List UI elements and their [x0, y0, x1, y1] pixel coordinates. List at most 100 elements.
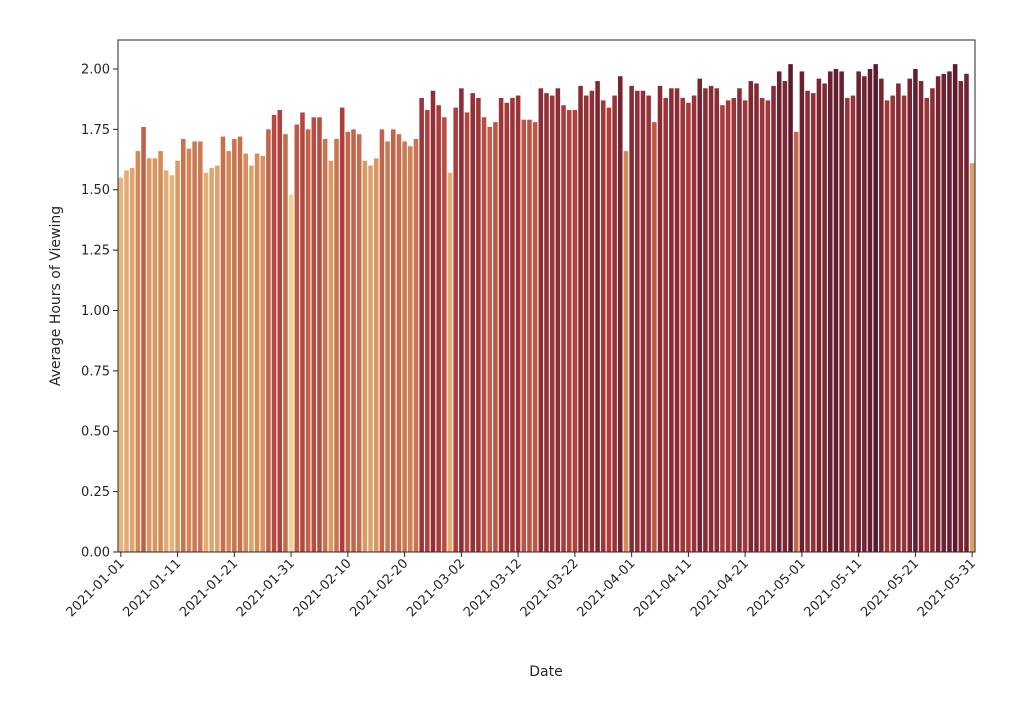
bar	[776, 71, 782, 553]
bar	[300, 112, 305, 552]
bar	[549, 95, 555, 553]
bar	[385, 141, 390, 552]
y-tick-label: 0.75	[81, 364, 110, 379]
bar	[351, 129, 356, 553]
bar	[430, 90, 436, 552]
bar	[447, 172, 453, 552]
bar	[583, 95, 589, 553]
bar	[124, 170, 129, 553]
bar	[215, 165, 220, 552]
bar	[969, 163, 975, 553]
bar	[964, 73, 969, 552]
bar	[720, 105, 725, 553]
bar	[635, 90, 640, 552]
bar	[890, 95, 895, 553]
bar	[146, 158, 152, 552]
bar	[527, 119, 532, 552]
bar	[952, 64, 958, 553]
bar	[578, 85, 583, 552]
bar	[470, 93, 475, 552]
bar	[317, 117, 322, 552]
bar	[339, 107, 345, 553]
bar	[532, 122, 538, 553]
bar	[816, 78, 822, 552]
bar	[918, 81, 924, 552]
bar	[442, 117, 447, 552]
bar	[249, 165, 254, 552]
plot-area-frame	[117, 39, 976, 553]
bar	[493, 122, 498, 553]
bar	[640, 90, 646, 552]
bar	[833, 68, 839, 552]
y-axis: 0.00 0.25 0.50 0.75 1.00 1.25 1.50 1.75 2.00	[81, 62, 118, 561]
bar	[402, 141, 407, 552]
x-tick-label: 2021-04-11	[631, 556, 695, 620]
x-axis-label: Date	[529, 664, 562, 680]
bar	[714, 88, 720, 553]
bar	[600, 100, 606, 552]
bar	[822, 83, 827, 552]
bar-series	[118, 64, 975, 553]
y-axis-label: Average Hours of Viewing	[48, 206, 64, 386]
bar	[226, 151, 231, 552]
bar	[629, 85, 634, 552]
bar	[742, 100, 748, 552]
x-tick-label: 2021-01-31	[234, 556, 298, 620]
bar	[521, 119, 527, 552]
bar	[254, 153, 260, 552]
bar	[618, 76, 623, 552]
bar	[612, 95, 617, 553]
x-tick-label: 2021-03-12	[461, 556, 525, 620]
x-tick-label: 2021-05-21	[858, 556, 922, 620]
bar	[425, 110, 430, 552]
x-tick-label: 2021-02-10	[291, 556, 355, 620]
bar	[237, 136, 243, 552]
bar	[623, 151, 629, 552]
bar	[850, 95, 856, 553]
bar	[924, 97, 930, 553]
x-tick-label: 2021-03-02	[404, 556, 468, 620]
bar	[283, 134, 288, 552]
bar	[708, 85, 714, 552]
bar	[544, 93, 549, 552]
bar	[129, 168, 135, 552]
bar	[680, 97, 685, 553]
bar	[510, 97, 515, 553]
bar	[408, 146, 413, 552]
bar	[907, 78, 912, 552]
bar	[459, 88, 464, 553]
bar	[799, 71, 805, 553]
bar	[322, 139, 328, 552]
bar	[362, 160, 368, 552]
bar	[856, 71, 861, 553]
bar	[606, 107, 612, 553]
bar	[674, 88, 680, 553]
y-tick-label: 1.00	[81, 304, 110, 319]
bar	[765, 100, 771, 552]
bar	[436, 105, 441, 553]
bar	[334, 139, 339, 552]
x-axis: 2021-01-012021-01-112021-01-212021-01-31…	[64, 552, 979, 620]
bar	[589, 90, 595, 552]
bar	[663, 97, 668, 553]
bar	[464, 112, 470, 552]
bar	[901, 95, 907, 553]
bar	[782, 81, 788, 552]
bar	[368, 165, 373, 552]
bar	[243, 153, 248, 552]
x-tick-label: 2021-04-21	[688, 556, 752, 620]
bar	[839, 71, 844, 553]
bar	[958, 81, 964, 552]
bar	[884, 100, 890, 552]
bar	[555, 88, 561, 553]
bar	[413, 139, 419, 552]
y-tick-label: 0.50	[81, 425, 110, 440]
bar	[737, 88, 742, 553]
bar	[175, 160, 180, 552]
x-tick-label: 2021-01-11	[120, 556, 184, 620]
bar	[277, 110, 283, 552]
x-tick-label: 2021-05-01	[745, 556, 809, 620]
bar	[646, 95, 651, 553]
bar	[203, 172, 209, 552]
